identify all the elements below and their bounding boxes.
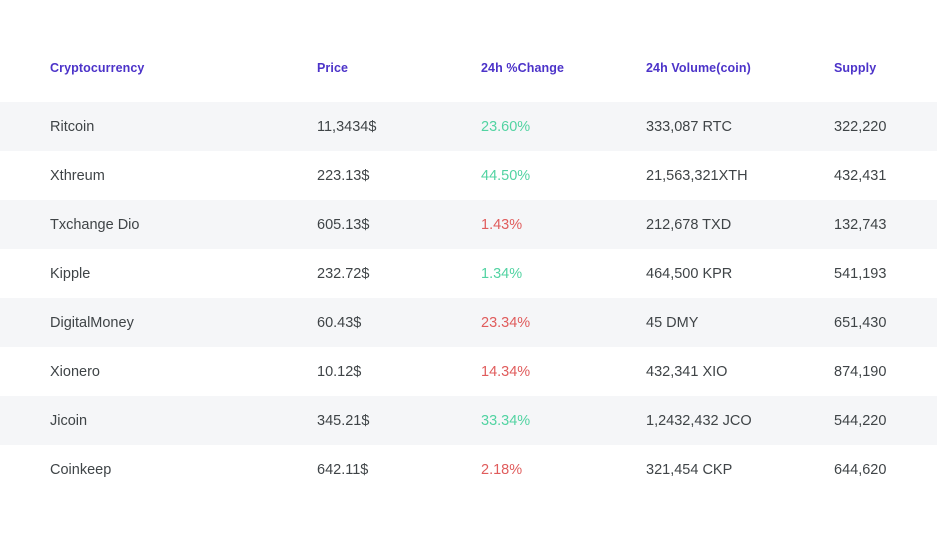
- coin-change: 1.34%: [481, 265, 523, 282]
- table-row[interactable]: Jicoin 345.21$ 33.34% 1,2432,432 JCO 544…: [0, 396, 937, 445]
- coin-supply: 541,193: [834, 265, 887, 282]
- coin-volume: 1,2432,432 JCO: [646, 412, 752, 429]
- coin-change: 23.34%: [481, 314, 531, 331]
- coin-volume: 432,341 XIO: [646, 363, 728, 380]
- coin-name: Coinkeep: [50, 461, 112, 478]
- coin-supply: 644,620: [834, 461, 887, 478]
- coin-price: 232.72$: [317, 265, 370, 282]
- coin-price: 223.13$: [317, 167, 370, 184]
- crypto-price-table: Cryptocurrency Price 24h %Change 24h Vol…: [0, 59, 937, 494]
- coin-name: DigitalMoney: [50, 314, 134, 331]
- coin-change: 2.18%: [481, 461, 523, 478]
- column-header-supply[interactable]: Supply: [834, 61, 877, 75]
- coin-name: Xionero: [50, 363, 100, 380]
- coin-name: Ritcoin: [50, 118, 95, 135]
- coin-volume: 212,678 TXD: [646, 216, 732, 233]
- table-row[interactable]: Coinkeep 642.11$ 2.18% 321,454 CKP 644,6…: [0, 445, 937, 494]
- coin-supply: 874,190: [834, 363, 887, 380]
- coin-name: Txchange Dio: [50, 216, 140, 233]
- coin-name: Xthreum: [50, 167, 105, 184]
- coin-change: 23.60%: [481, 118, 531, 135]
- column-header-24h-change[interactable]: 24h %Change: [481, 61, 565, 75]
- coin-price: 10.12$: [317, 363, 362, 380]
- coin-change: 14.34%: [481, 363, 531, 380]
- coin-volume: 464,500 KPR: [646, 265, 733, 282]
- table-row[interactable]: Kipple 232.72$ 1.34% 464,500 KPR 541,193: [0, 249, 937, 298]
- column-header-24h-volume[interactable]: 24h Volume(coin): [646, 61, 751, 75]
- coin-supply: 432,431: [834, 167, 887, 184]
- table-row[interactable]: Xionero 10.12$ 14.34% 432,341 XIO 874,19…: [0, 347, 937, 396]
- coin-supply: 132,743: [834, 216, 887, 233]
- coin-name: Kipple: [50, 265, 91, 282]
- column-header-price[interactable]: Price: [317, 61, 349, 75]
- coin-change: 44.50%: [481, 167, 531, 184]
- coin-volume: 45 DMY: [646, 314, 699, 331]
- coin-supply: 322,220: [834, 118, 887, 135]
- coin-change: 1.43%: [481, 216, 523, 233]
- table-header-row: Cryptocurrency Price 24h %Change 24h Vol…: [0, 59, 937, 77]
- coin-price: 60.43$: [317, 314, 362, 331]
- column-header-cryptocurrency[interactable]: Cryptocurrency: [50, 61, 145, 75]
- table-row[interactable]: Txchange Dio 605.13$ 1.43% 212,678 TXD 1…: [0, 200, 937, 249]
- coin-volume: 21,563,321XTH: [646, 167, 748, 184]
- coin-volume: 333,087 RTC: [646, 118, 732, 135]
- table-row[interactable]: Xthreum 223.13$ 44.50% 21,563,321XTH 432…: [0, 151, 937, 200]
- coin-supply: 651,430: [834, 314, 887, 331]
- table-body: Ritcoin 11,3434$ 23.60% 333,087 RTC 322,…: [0, 102, 937, 494]
- table-row[interactable]: Ritcoin 11,3434$ 23.60% 333,087 RTC 322,…: [0, 102, 937, 151]
- coin-price: 345.21$: [317, 412, 370, 429]
- coin-price: 11,3434$: [317, 118, 377, 135]
- coin-supply: 544,220: [834, 412, 887, 429]
- coin-change: 33.34%: [481, 412, 531, 429]
- coin-price: 605.13$: [317, 216, 370, 233]
- table-row[interactable]: DigitalMoney 60.43$ 23.34% 45 DMY 651,43…: [0, 298, 937, 347]
- coin-volume: 321,454 CKP: [646, 461, 733, 478]
- coin-name: Jicoin: [50, 412, 88, 429]
- coin-price: 642.11$: [317, 461, 369, 478]
